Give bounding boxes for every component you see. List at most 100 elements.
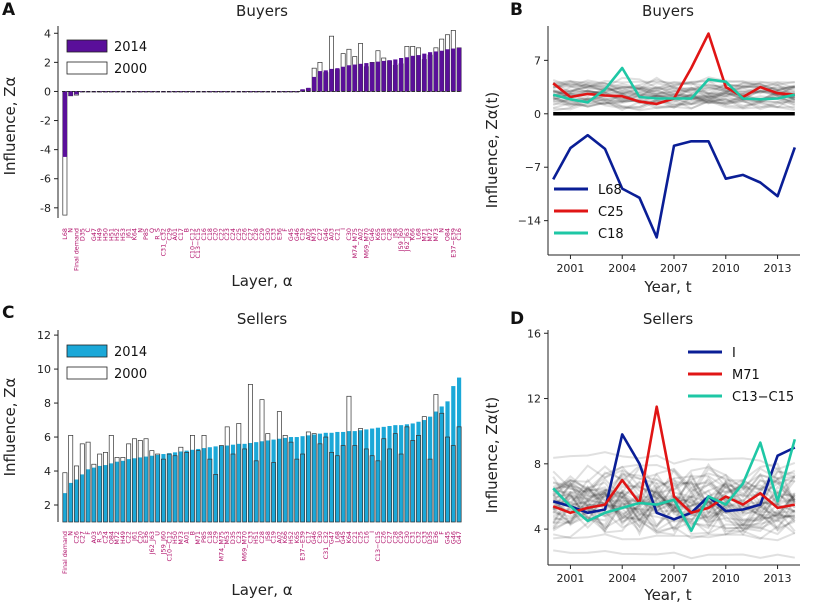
panel-b-y-ticks: 7 0 −7 −14 xyxy=(518,54,548,228)
bar-2000-47 xyxy=(334,455,340,523)
bar-2014-43 xyxy=(312,434,317,522)
category-label-64: M73 xyxy=(432,228,440,242)
category-label-44: C30 xyxy=(316,531,324,544)
category-label-0: L68 xyxy=(61,228,69,240)
bar-2014-61 xyxy=(416,55,421,92)
bar-2014-39 xyxy=(288,437,294,522)
category-label-63: D35 xyxy=(426,531,434,544)
bar-2000-7 xyxy=(103,451,108,523)
bar-2000-23 xyxy=(195,450,201,523)
bar-2000-24 xyxy=(201,435,207,523)
bar-2014-67 xyxy=(451,48,456,92)
legend-label-c13-c15: C13−C15 xyxy=(732,390,794,405)
category-label-23: C13−C15 xyxy=(194,228,202,259)
category-label-36: C19 xyxy=(270,531,278,544)
background-line-25 xyxy=(552,489,796,527)
category-label-7: H50 xyxy=(101,228,109,241)
category-label-59: J62_J63 xyxy=(403,228,411,252)
bar-2000-46 xyxy=(329,451,335,523)
background-line-0 xyxy=(553,98,796,112)
x-tick-label-1: 2004 xyxy=(608,572,636,585)
legend-label-l68: L68 xyxy=(598,183,622,198)
category-label-54: K65 xyxy=(374,228,382,240)
background-line-15 xyxy=(553,83,796,95)
panel-b-background-lines xyxy=(552,76,796,116)
bar-2014-26 xyxy=(213,446,218,522)
category-label-27: M74_M75 xyxy=(217,531,225,562)
bar-2014-0 xyxy=(62,91,67,157)
bar-2014-50 xyxy=(352,64,357,92)
category-label-40: K65 xyxy=(293,531,301,543)
background-line-25 xyxy=(553,79,796,93)
panel-c-title: Sellers xyxy=(237,310,287,328)
category-label-31: M69_M70 xyxy=(241,531,249,562)
category-label-2: Final demand xyxy=(72,228,80,271)
category-label-14: E36 xyxy=(142,531,150,543)
bar-2000-11 xyxy=(126,443,132,523)
panel-b-series xyxy=(552,32,797,239)
category-label-38: K66 xyxy=(281,531,289,543)
bar-2000-25 xyxy=(207,458,213,523)
background-line-27 xyxy=(553,98,795,112)
bar-2014-57 xyxy=(393,425,398,522)
category-label-28: C23 xyxy=(223,228,231,241)
category-label-25: C18 xyxy=(206,531,214,544)
y-tick-label-6: 4 xyxy=(44,27,51,40)
category-label-35: C30 xyxy=(264,228,272,241)
category-label-21: A01 xyxy=(183,531,191,544)
bar-2000-34 xyxy=(259,399,265,523)
bar-2014-53 xyxy=(370,428,375,522)
bar-2014-13 xyxy=(138,91,143,93)
category-label-46: A03 xyxy=(328,228,336,241)
y-tick-label-1: -6 xyxy=(40,173,51,186)
bar-2014-55 xyxy=(381,60,386,92)
category-label-68: C16 xyxy=(455,228,463,241)
bar-2014-57 xyxy=(393,59,398,92)
category-label-22: C10−C12 xyxy=(188,228,196,259)
category-label-16: U xyxy=(154,531,162,536)
bar-2000-31 xyxy=(242,448,248,523)
panel-b-xlabel: Year, t xyxy=(643,278,691,296)
category-label-10: H53 xyxy=(119,228,127,241)
legend-label-2000: 2000 xyxy=(114,62,147,77)
category-label-41: E37−E39 xyxy=(299,531,307,561)
bar-2014-49 xyxy=(346,431,352,522)
category-label-35: J58 xyxy=(264,531,272,542)
legend-label-c25: C25 xyxy=(598,205,624,220)
category-label-67: G46 xyxy=(449,531,457,544)
bar-2014-62 xyxy=(422,53,427,92)
bar-2014-64 xyxy=(433,51,438,92)
y-tick-label-3: 16 xyxy=(527,327,541,340)
background-line-44 xyxy=(552,501,796,540)
category-label-53: G46 xyxy=(368,228,376,241)
bar-2000-19 xyxy=(172,455,178,523)
y-tick-label-1: 8 xyxy=(534,458,541,471)
bar-2014-60 xyxy=(410,55,415,92)
bar-2000-27 xyxy=(218,445,224,523)
bar-2000-1 xyxy=(68,435,74,523)
bar-2014-45 xyxy=(323,432,328,522)
bar-2014-52 xyxy=(364,63,369,92)
category-label-63: M72 xyxy=(426,228,434,242)
category-label-5: G47 xyxy=(90,228,98,241)
bar-2014-48 xyxy=(341,431,346,522)
category-label-54: C13−C15 xyxy=(374,531,382,562)
x-tick-label-1: 2004 xyxy=(608,262,636,275)
category-label-15: J62_J63 xyxy=(148,531,156,555)
panel-d: D Sellers Year, t Influence, Zα(t) 4 8 12 1… xyxy=(483,309,800,604)
x-tick-label-3: 2010 xyxy=(712,262,740,275)
category-label-60: K66 xyxy=(409,228,417,240)
bar-2014-43 xyxy=(312,76,317,92)
background-line-4 xyxy=(552,485,795,524)
category-label-58: C29 xyxy=(397,531,405,544)
panel-b-x-ticks: 2001 2004 2007 2010 2013 xyxy=(556,255,792,275)
category-label-28: M53 xyxy=(223,531,231,545)
bar-2000-12 xyxy=(132,438,137,523)
category-label-59: C30 xyxy=(403,531,411,544)
bar-2014-25 xyxy=(207,447,212,522)
bar-2014-20 xyxy=(178,91,183,93)
bar-2014-35 xyxy=(265,440,270,522)
panel-c-category-labels: Final demandNC26C27FA03R_SC24O84M72H49C2… xyxy=(61,531,463,574)
category-label-49: K64 xyxy=(345,531,353,543)
legend-label-2000: 2000 xyxy=(114,367,147,382)
